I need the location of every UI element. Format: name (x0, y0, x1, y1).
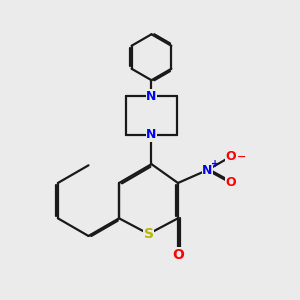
Text: O: O (172, 248, 184, 262)
Text: N: N (202, 164, 213, 176)
Text: +: + (211, 159, 219, 169)
Text: N: N (146, 128, 157, 141)
Text: N: N (146, 90, 157, 103)
Text: −: − (237, 152, 246, 161)
Text: S: S (143, 227, 154, 241)
Text: O: O (226, 150, 236, 163)
Text: O: O (226, 176, 236, 190)
